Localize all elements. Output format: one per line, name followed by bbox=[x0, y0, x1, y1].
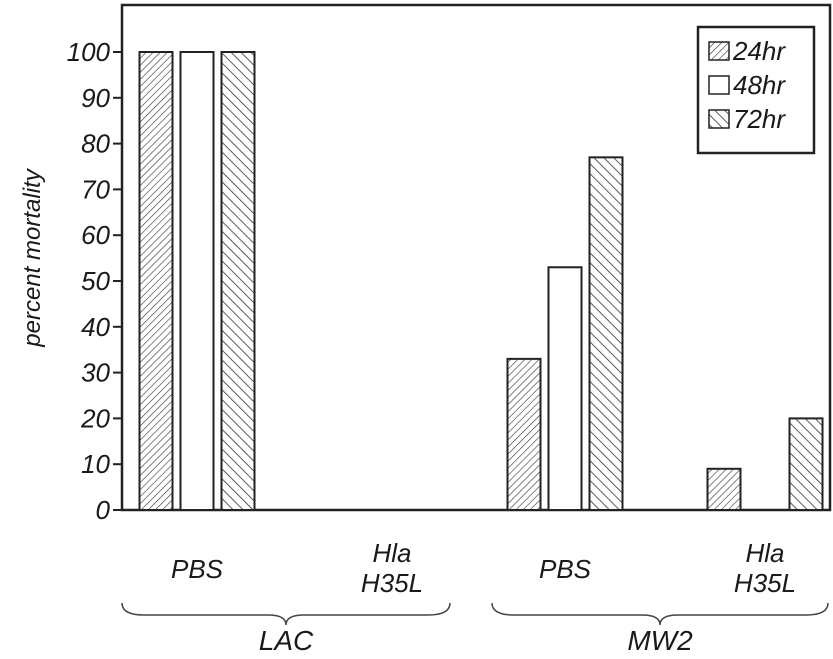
bar-72hr-3 bbox=[588, 156, 624, 511]
category-label-line: Hla bbox=[372, 538, 411, 568]
category-label-line: H35L bbox=[361, 568, 423, 598]
y-tick-label: 30 bbox=[81, 358, 110, 388]
plot-frame bbox=[120, 3, 832, 512]
legend-label: 48hr bbox=[733, 70, 786, 100]
group-label: LAC bbox=[259, 625, 314, 656]
y-axis-title: percent mortality bbox=[19, 167, 46, 347]
y-tick-label: 80 bbox=[81, 129, 110, 159]
legend-label: 72hr bbox=[733, 104, 786, 134]
y-tick-label: 20 bbox=[80, 403, 110, 433]
bar-48hr-3 bbox=[547, 266, 583, 512]
category-label-line: H35L bbox=[734, 568, 796, 598]
y-tick-label: 10 bbox=[81, 449, 110, 479]
bar-24hr-1 bbox=[138, 51, 174, 511]
legend-swatch bbox=[708, 41, 730, 61]
y-tick-label: 50 bbox=[81, 266, 110, 296]
group-labels: LAC MW2 bbox=[121, 602, 829, 656]
category-label: PBS bbox=[539, 554, 592, 584]
category-label: PBS bbox=[171, 554, 224, 584]
legend: 24hr 48hr 72hr bbox=[696, 25, 816, 155]
bar-72hr-1 bbox=[220, 51, 256, 511]
category-label-line: Hla bbox=[745, 538, 784, 568]
category-label-line: PBS bbox=[171, 554, 224, 584]
category-label-line: PBS bbox=[539, 554, 592, 584]
y-tick-label: 70 bbox=[81, 174, 110, 204]
bars bbox=[138, 51, 824, 512]
y-tick-label: 60 bbox=[81, 220, 110, 250]
legend-swatch bbox=[708, 75, 730, 95]
legend-swatch bbox=[708, 109, 730, 129]
category-label: Hla H35L bbox=[734, 538, 796, 598]
y-tick-label: 90 bbox=[81, 83, 110, 113]
bar-72hr-4 bbox=[788, 417, 824, 511]
y-tick-label: 40 bbox=[81, 312, 110, 342]
group-label: MW2 bbox=[627, 625, 693, 656]
group-brace bbox=[121, 602, 451, 626]
y-tick-label: 0 bbox=[96, 495, 111, 525]
y-tick-label: 100 bbox=[67, 37, 111, 67]
y-axis-ticks: 0 10 20 30 40 50 60 70 80 90 100 bbox=[67, 37, 122, 525]
bar-24hr-3 bbox=[506, 357, 542, 511]
category-label: Hla H35L bbox=[361, 538, 423, 598]
legend-label: 24hr bbox=[732, 36, 786, 66]
bar-48hr-1 bbox=[179, 51, 215, 511]
bar-24hr-4 bbox=[706, 467, 742, 511]
group-brace bbox=[491, 602, 829, 626]
